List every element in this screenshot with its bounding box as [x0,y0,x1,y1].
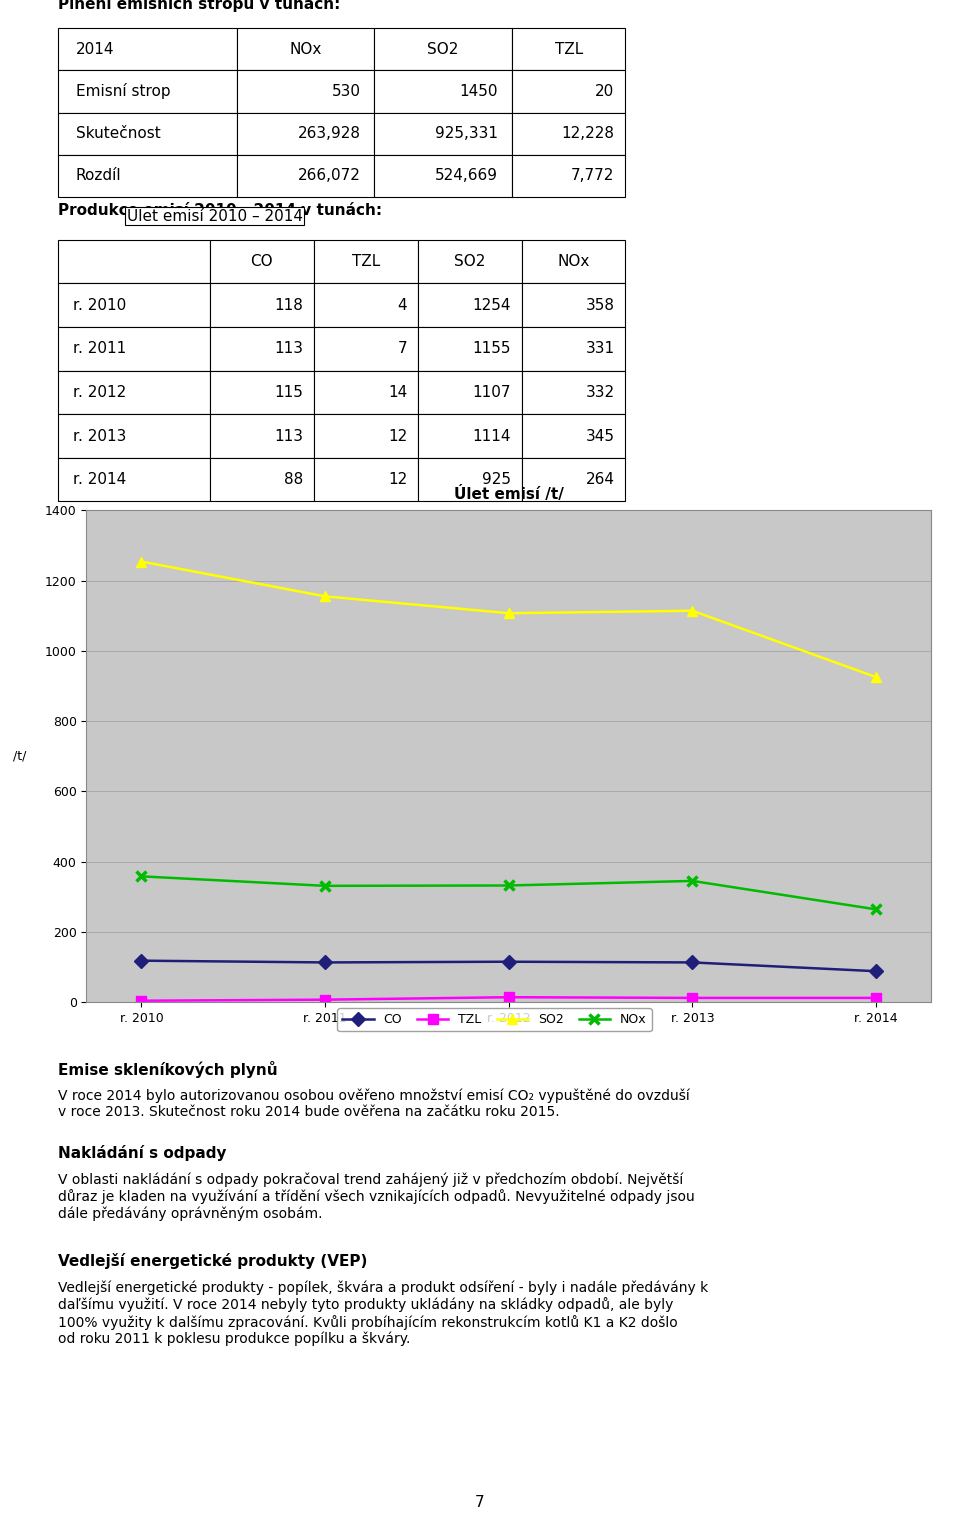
Legend: CO, TZL, SO2, NOx: CO, TZL, SO2, NOx [337,1008,652,1031]
Text: V roce 2014 bylo autorizovanou osobou ověřeno množství emisí CO₂ vypuštěné do ov: V roce 2014 bylo autorizovanou osobou ov… [58,1088,689,1119]
TZL [320,990,331,1008]
NOx [686,871,698,890]
TZL [871,988,882,1007]
Title: Úlet emisí /t/: Úlet emisí /t/ [454,486,564,503]
Line: CO: CO [136,956,881,976]
CO [135,951,147,970]
NOx [871,901,882,919]
NOx [503,876,515,895]
CO [320,953,331,971]
SO2 [135,552,147,570]
Text: Vedlejší energetické produkty (VEP): Vedlejší energetické produkty (VEP) [58,1253,367,1270]
CO [871,962,882,981]
Text: 7: 7 [475,1496,485,1509]
Text: Nakládání s odpady: Nakládání s odpady [58,1145,227,1160]
Text: V oblasti nakládání s odpady pokračoval trend zahájený již v předchozím období. : V oblasti nakládání s odpady pokračoval … [58,1173,694,1222]
TZL [135,991,147,1010]
Y-axis label: /t/: /t/ [13,750,27,762]
SO2 [320,587,331,606]
CO [686,953,698,971]
NOx [135,867,147,885]
Line: TZL: TZL [136,993,881,1005]
TZL [686,988,698,1007]
SO2 [503,604,515,622]
Text: Úlet emisí 2010 – 2014: Úlet emisí 2010 – 2014 [127,209,302,223]
Text: Plnění emisních stropů v tunách:: Plnění emisních stropů v tunách: [58,0,340,12]
SO2 [686,601,698,619]
SO2 [871,669,882,687]
Line: NOx: NOx [136,871,881,915]
Text: Vedlejší energetické produkty - popílek, škvára a produkt odsíření - byly i nadá: Vedlejší energetické produkty - popílek,… [58,1280,708,1346]
Line: SO2: SO2 [136,556,881,682]
TZL [503,988,515,1007]
NOx [320,876,331,895]
Text: Produkce emisí 2010 - 2014 v tunách:: Produkce emisí 2010 - 2014 v tunách: [58,203,382,218]
Text: Emise skleníkových plynů: Emise skleníkových plynů [58,1061,277,1077]
CO [503,953,515,971]
